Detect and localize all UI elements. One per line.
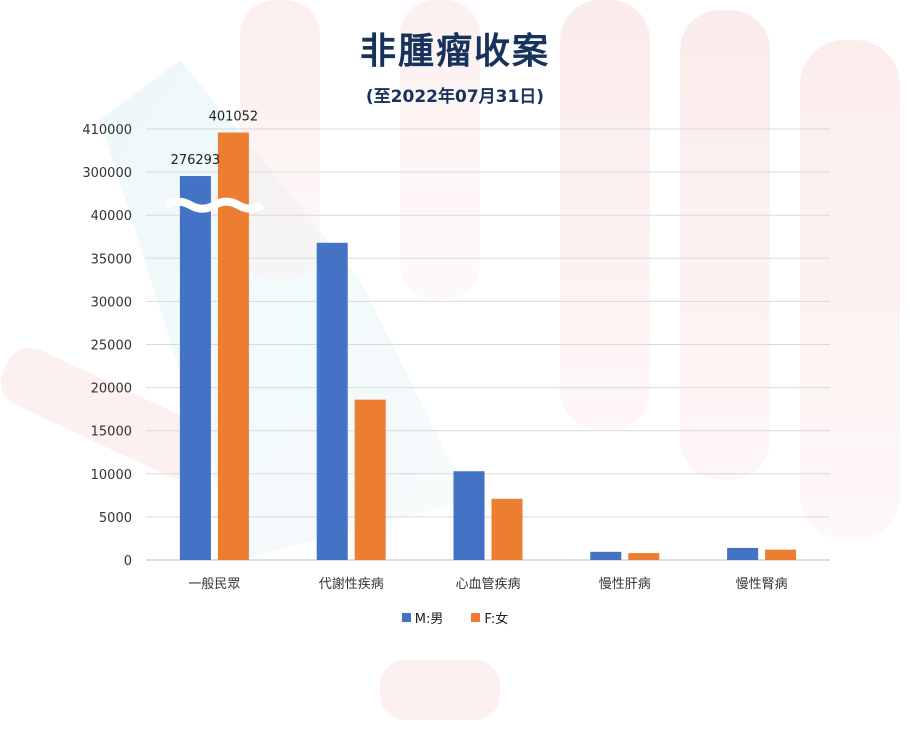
bar-female [354,399,386,560]
data-label-female: 401052 [209,110,259,125]
bar-female [217,132,249,560]
bar-male [590,551,622,560]
data-label-male: 276293 [171,153,221,168]
y-tick-label: 15000 [91,425,132,440]
y-tick-label: 20000 [91,382,132,397]
bar-male [453,471,485,560]
legend-label-female: F:女 [484,612,509,627]
chart-title: 非腫瘤收案 [359,31,550,72]
y-tick-label: 30000 [91,295,132,310]
axis-break-mark [164,197,265,213]
x-tick-label: 慢性肝病 [599,576,651,592]
bar-female [765,549,797,560]
legend-label-male: M:男 [414,612,444,627]
x-tick-label: 心血管疾病 [455,577,520,592]
chart-subtitle: (至2022年07月31日) [365,87,545,107]
bar-male [179,176,211,560]
y-tick-label: 410000 [82,123,132,138]
x-tick-label: 代謝性疾病 [319,577,384,592]
bar-male [316,242,348,560]
y-tick-label: 5000 [99,511,132,526]
y-tick-label: 0 [124,554,132,569]
y-tick-label: 35000 [91,252,132,267]
y-tick-label: 25000 [91,339,132,354]
bar-female [628,553,660,560]
legend-swatch-female [471,613,481,622]
x-tick-label: 一般民眾 [188,576,240,592]
chart-legend: M:男 F:女 [0,608,910,627]
y-tick-label: 300000 [82,166,132,181]
y-tick-label: 40000 [91,209,132,224]
x-tick-label: 慢性腎病 [736,576,788,592]
legend-item-male: M:男 [401,608,444,627]
legend-item-female: F:女 [471,608,508,627]
y-tick-label: 10000 [91,468,132,483]
legend-swatch-male [401,613,411,622]
bar-male [727,547,759,560]
bar-female [491,498,523,560]
